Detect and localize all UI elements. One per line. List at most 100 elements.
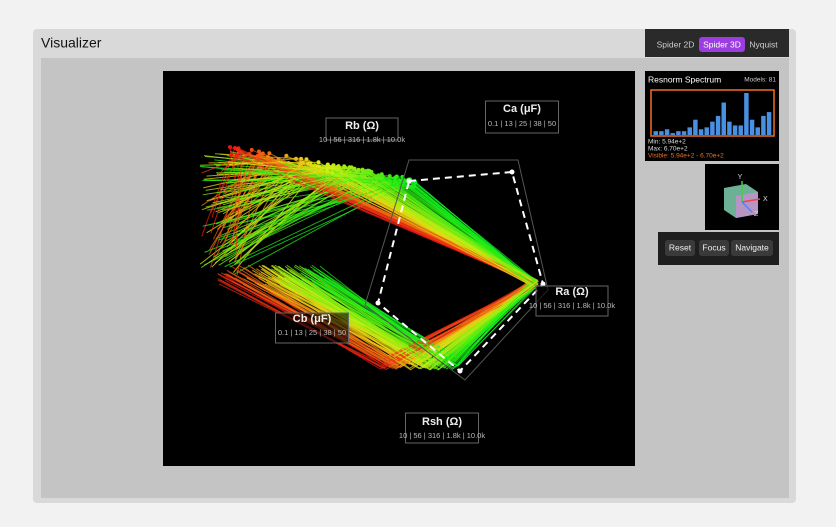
axis-label: Rsh (Ω) bbox=[422, 416, 462, 428]
visible-range bbox=[650, 89, 775, 137]
axis-ticks: 10 | 56 | 316 | 1.8k | 10.0k bbox=[319, 135, 405, 144]
model-point bbox=[228, 145, 233, 150]
model-line bbox=[228, 161, 535, 368]
histogram-bar bbox=[738, 125, 743, 135]
model-point bbox=[284, 153, 289, 158]
spider-canvas bbox=[163, 71, 635, 466]
histogram-bar bbox=[698, 129, 704, 135]
model-point bbox=[325, 169, 330, 174]
axis-ticks: 0.1 | 13 | 25 | 38 | 50 bbox=[278, 328, 346, 337]
histogram-bar bbox=[710, 121, 715, 135]
histogram-bar bbox=[704, 127, 709, 135]
model-point bbox=[336, 164, 341, 169]
histogram-bar bbox=[670, 133, 675, 135]
axis-ticks: 10 | 56 | 316 | 1.8k | 10.0k bbox=[529, 301, 615, 310]
histogram-bar bbox=[681, 131, 687, 135]
histogram-bar bbox=[755, 127, 760, 135]
histogram-bar bbox=[659, 131, 664, 135]
spectrum-min: Min: 5.94e+2 bbox=[648, 139, 686, 146]
histogram-bar bbox=[715, 115, 721, 135]
button[interactable] bbox=[699, 240, 729, 256]
spectrum-max: Max: 6.70e+2 bbox=[648, 146, 688, 153]
spectrum-panel bbox=[645, 71, 779, 161]
model-point bbox=[387, 174, 392, 179]
model-line bbox=[221, 169, 536, 364]
model-point bbox=[239, 150, 244, 155]
selected-model bbox=[376, 170, 545, 373]
histogram-bar bbox=[766, 112, 772, 135]
model-point bbox=[236, 146, 241, 151]
histogram-bar bbox=[676, 131, 681, 135]
model-point bbox=[249, 147, 254, 152]
histogram-bar bbox=[653, 131, 658, 135]
histogram-bar bbox=[761, 115, 766, 135]
model-line bbox=[224, 183, 538, 360]
model-point bbox=[330, 170, 335, 175]
model-point bbox=[352, 166, 357, 171]
axis-x-label: X bbox=[763, 196, 768, 203]
model-point bbox=[392, 179, 397, 184]
histogram-bar bbox=[693, 119, 698, 135]
button-label[interactable]: Navigate bbox=[735, 242, 769, 252]
axis-label-box bbox=[535, 285, 609, 317]
axis-label: Ca (μF) bbox=[503, 103, 541, 115]
model-point bbox=[339, 170, 344, 175]
histogram-bar bbox=[749, 119, 755, 135]
model-line bbox=[233, 167, 532, 362]
axis-y-label: Y bbox=[738, 174, 743, 181]
model-point bbox=[299, 156, 304, 161]
histogram-bar bbox=[721, 102, 726, 135]
model-point bbox=[327, 164, 332, 169]
axis-z bbox=[741, 201, 753, 213]
button[interactable] bbox=[665, 240, 695, 256]
model-point bbox=[379, 172, 384, 177]
tab[interactable] bbox=[699, 37, 745, 52]
axis-x bbox=[741, 198, 761, 203]
tab-label[interactable]: Spider 3D bbox=[703, 39, 741, 49]
model-line bbox=[212, 173, 539, 365]
model-point bbox=[297, 164, 302, 169]
axis-label: Rb (Ω) bbox=[345, 120, 379, 132]
model-line bbox=[214, 171, 539, 367]
button[interactable] bbox=[731, 240, 773, 256]
axis-z-label: Z bbox=[754, 211, 759, 218]
model-point bbox=[367, 168, 372, 173]
axis-label-box bbox=[485, 100, 559, 134]
model-point bbox=[393, 175, 398, 180]
model-point bbox=[395, 182, 400, 187]
histogram-bar bbox=[727, 121, 732, 135]
spider-frame bbox=[364, 159, 549, 381]
spectrum-visible: Visible: 5.94e+2 - 6.70e+2 bbox=[648, 153, 724, 160]
vertex bbox=[509, 169, 515, 175]
tab-label[interactable]: Spider 2D bbox=[657, 39, 695, 49]
model-point bbox=[267, 151, 272, 156]
model-point bbox=[229, 152, 234, 157]
axis-label-box bbox=[325, 117, 399, 141]
tab-label[interactable]: Nyquist bbox=[749, 39, 778, 49]
button-label[interactable]: Reset bbox=[669, 242, 692, 252]
model-point bbox=[347, 165, 352, 170]
model-point bbox=[316, 160, 321, 165]
button-label[interactable]: Focus bbox=[702, 242, 725, 252]
histogram-bar bbox=[664, 129, 670, 135]
axis-label: Cb (μF) bbox=[293, 313, 332, 325]
histogram-bar bbox=[687, 127, 692, 135]
axis-label: Ra (Ω) bbox=[555, 286, 589, 298]
models-count: Models: 81 bbox=[744, 77, 776, 84]
histogram-bar bbox=[744, 93, 749, 135]
model-point bbox=[276, 157, 281, 162]
spectrum-title: Resnorm Spectrum bbox=[648, 74, 721, 84]
axis-ticks: 0.1 | 13 | 25 | 38 | 50 bbox=[488, 119, 556, 128]
histogram-bar bbox=[732, 125, 738, 135]
axis-ticks: 10 | 56 | 316 | 1.8k | 10.0k bbox=[399, 431, 485, 440]
model-point bbox=[234, 153, 239, 158]
model-point bbox=[304, 157, 309, 162]
model-point bbox=[255, 154, 260, 159]
model-point bbox=[360, 167, 365, 172]
model-point bbox=[300, 160, 305, 165]
model-point bbox=[349, 174, 354, 179]
axis-label-box bbox=[405, 412, 479, 444]
axis-label-box bbox=[275, 312, 349, 344]
page-title: Visualizer bbox=[41, 35, 102, 51]
